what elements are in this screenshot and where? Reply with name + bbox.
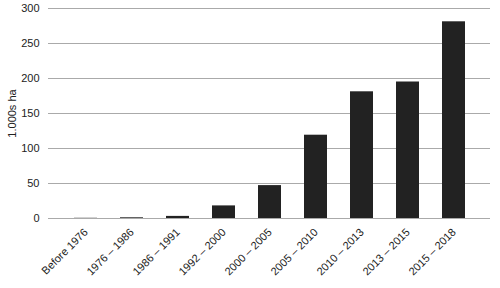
svg-text:2013 – 2015: 2013 – 2015 xyxy=(360,226,412,278)
svg-text:1.000s ha: 1.000s ha xyxy=(6,88,18,137)
svg-text:200: 200 xyxy=(21,72,39,84)
svg-text:0: 0 xyxy=(33,212,39,224)
svg-text:1992 – 2000: 1992 – 2000 xyxy=(176,226,228,278)
svg-text:300: 300 xyxy=(21,2,39,14)
svg-text:Before 1976: Before 1976 xyxy=(39,226,90,277)
svg-text:250: 250 xyxy=(21,37,39,49)
svg-text:1986 – 1991: 1986 – 1991 xyxy=(130,226,182,278)
svg-text:50: 50 xyxy=(27,177,39,189)
svg-text:2000 – 2005: 2000 – 2005 xyxy=(222,226,274,278)
svg-text:2005 – 2010: 2005 – 2010 xyxy=(268,226,320,278)
svg-text:2010 – 2013: 2010 – 2013 xyxy=(314,226,366,278)
svg-text:100: 100 xyxy=(21,142,39,154)
svg-text:2015 – 2018: 2015 – 2018 xyxy=(406,226,458,278)
svg-text:1976 – 1986: 1976 – 1986 xyxy=(84,226,136,278)
svg-text:150: 150 xyxy=(21,107,39,119)
